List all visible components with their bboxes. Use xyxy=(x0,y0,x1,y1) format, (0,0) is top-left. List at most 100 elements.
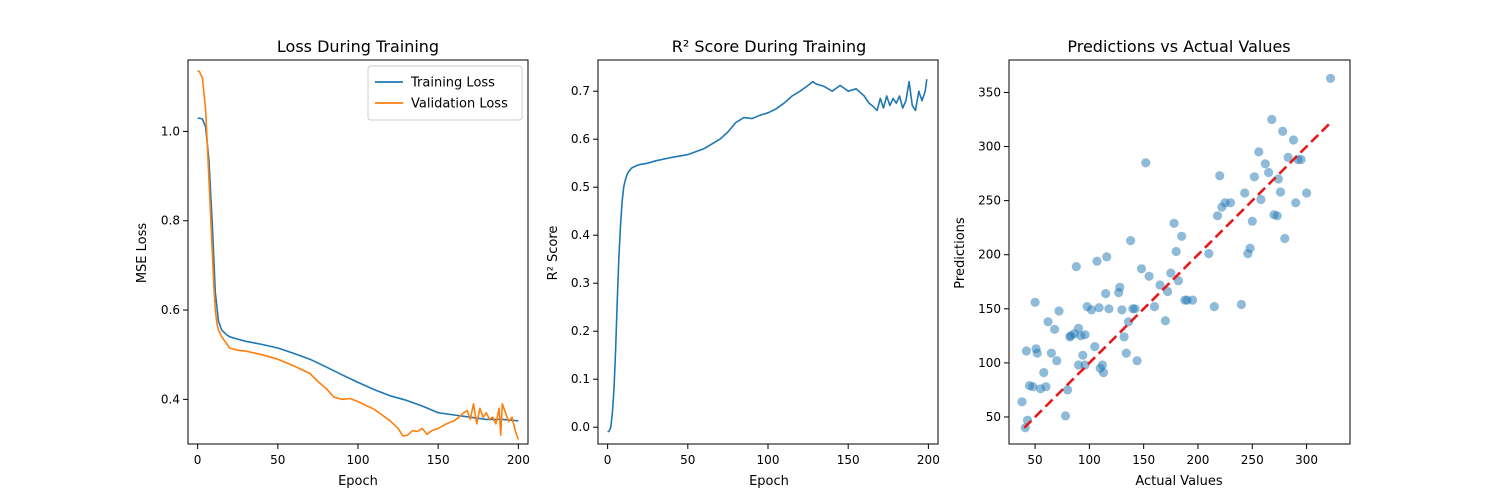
scatter-point xyxy=(1102,252,1112,262)
scatter-point xyxy=(1264,167,1274,178)
y-tick-label: 1.0 xyxy=(161,124,180,138)
legend-label: Validation Loss xyxy=(411,97,508,112)
scatter-point xyxy=(1046,348,1056,358)
scatter-point xyxy=(1302,188,1312,198)
scatter-point xyxy=(1039,368,1049,378)
scatter-point xyxy=(1117,305,1127,315)
scatter-point xyxy=(1256,194,1266,205)
scatter-point xyxy=(1187,295,1198,305)
scatter-point xyxy=(1017,397,1027,407)
ideal-fit-line xyxy=(1023,121,1332,429)
y-tick-label: 0.2 xyxy=(571,324,590,338)
scatter-point xyxy=(1115,282,1125,292)
y-tick-label: 0.8 xyxy=(161,214,180,228)
y-tick-label: 0.1 xyxy=(571,372,590,386)
scatter-point xyxy=(1121,348,1131,358)
scatter-point xyxy=(1063,385,1073,395)
x-tick-label: 100 xyxy=(757,453,780,467)
scatter-point xyxy=(1144,271,1154,281)
scatter-point xyxy=(1101,289,1111,299)
scatter-point xyxy=(1119,332,1129,342)
x-tick-label: 300 xyxy=(1295,453,1318,467)
loss-chart-xlabel: Epoch xyxy=(338,474,378,489)
x-tick-label: 200 xyxy=(917,453,940,467)
y-tick-label: 0.7 xyxy=(571,84,590,98)
x-tick-label: 250 xyxy=(1241,453,1264,467)
scatter-point xyxy=(1052,356,1062,366)
series-line-0 xyxy=(197,117,519,422)
x-tick-label: 200 xyxy=(507,453,530,467)
scatter-point xyxy=(1204,249,1214,259)
scatter-point xyxy=(1130,304,1140,314)
x-tick-label: 200 xyxy=(1187,453,1210,467)
x-tick-label: 50 xyxy=(1027,453,1042,467)
x-tick-label: 0 xyxy=(604,453,612,467)
loss-chart-title: Loss During Training xyxy=(277,37,439,56)
r2-chart-xlabel: Epoch xyxy=(749,474,789,489)
scatter-point xyxy=(1032,348,1042,358)
legend-label: Training Loss xyxy=(410,76,495,91)
scatter-point xyxy=(1291,198,1301,208)
scatter-point xyxy=(1267,114,1277,125)
scatter-point xyxy=(1240,188,1250,198)
scatter-point xyxy=(1098,368,1109,378)
x-tick-label: 0 xyxy=(194,453,202,467)
y-tick-label: 50 xyxy=(986,410,1001,424)
scatter-point xyxy=(1078,350,1088,360)
pred-chart-xlabel: Actual Values xyxy=(1135,474,1223,489)
scatter-point xyxy=(1073,360,1084,370)
y-tick-label: 0.4 xyxy=(571,228,590,242)
scatter-point xyxy=(1071,262,1081,272)
r2-chart-ylabel: R² Score xyxy=(546,226,561,281)
loss-chart-ylabel: MSE Loss xyxy=(135,223,150,284)
scatter-point xyxy=(1166,268,1176,278)
scatter-point xyxy=(1080,330,1090,340)
y-tick-label: 0.3 xyxy=(571,276,590,290)
y-tick-label: 0.6 xyxy=(571,132,590,146)
scatter-point xyxy=(1041,382,1051,392)
y-tick-label: 0.5 xyxy=(571,180,590,194)
scatter-point xyxy=(1141,158,1151,168)
scatter-point xyxy=(1126,236,1136,246)
y-tick-label: 300 xyxy=(978,140,1001,154)
axes-frame xyxy=(1008,59,1351,445)
scatter-point xyxy=(1060,411,1071,421)
scatter-point xyxy=(1094,303,1104,313)
x-tick-label: 150 xyxy=(1132,453,1155,467)
scatter-point xyxy=(1155,280,1165,290)
scatter-point xyxy=(1325,73,1336,83)
scatter-point xyxy=(1092,256,1102,266)
scatter-point xyxy=(1086,305,1097,315)
scatter-point xyxy=(1296,154,1306,165)
pred-chart-title: Predictions vs Actual Values xyxy=(1067,37,1290,56)
y-tick-label: 100 xyxy=(978,356,1001,370)
scatter-point xyxy=(1030,297,1040,307)
legend: Training Loss Validation Loss xyxy=(367,65,523,121)
scatter-point xyxy=(1136,264,1147,274)
scatter-point xyxy=(1132,356,1142,366)
scatter-point xyxy=(1080,360,1090,370)
y-tick-label: 200 xyxy=(978,248,1001,262)
scatter-point xyxy=(1097,360,1107,370)
scatter-point xyxy=(1225,198,1236,208)
scatter-point xyxy=(1280,233,1290,244)
scatter-point xyxy=(1278,126,1288,136)
series-line-0 xyxy=(607,79,928,433)
x-tick-label: 50 xyxy=(680,453,695,467)
scatter-point xyxy=(1073,323,1084,333)
scatter-point xyxy=(1288,135,1299,145)
scatter-point xyxy=(1160,316,1170,326)
y-tick-label: 250 xyxy=(978,194,1001,208)
x-tick-label: 150 xyxy=(427,453,450,467)
y-tick-label: 150 xyxy=(978,302,1001,316)
scatter-point xyxy=(1272,211,1282,221)
scatter-point xyxy=(1245,243,1255,253)
scatter-point xyxy=(1209,302,1219,312)
y-tick-label: 0.4 xyxy=(161,392,180,406)
x-tick-label: 50 xyxy=(270,453,285,467)
scatter-point xyxy=(1021,346,1031,356)
scatter-point xyxy=(1273,174,1283,184)
scatter-point xyxy=(1149,302,1160,312)
scatter-point xyxy=(1028,382,1038,392)
scatter-point xyxy=(1177,231,1187,241)
